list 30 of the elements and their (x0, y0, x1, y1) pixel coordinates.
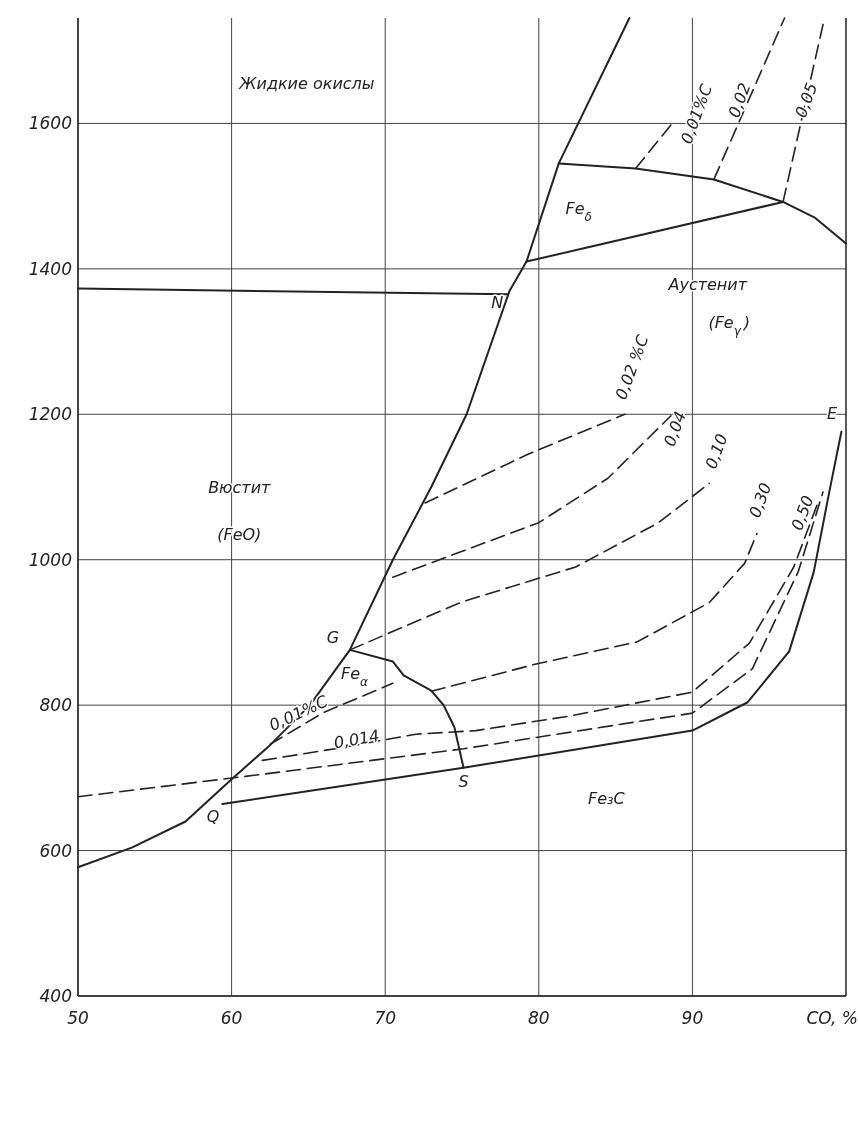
annotation: 0,10 (701, 431, 732, 472)
annotation: Fe₃C (588, 789, 626, 809)
y-tick-label: 1400 (28, 258, 72, 279)
x-tick-label: 80 (527, 1008, 550, 1028)
y-tick-label: 600 (39, 840, 72, 861)
annotation: Жидкие окислы (238, 74, 375, 94)
annotation: S (458, 771, 469, 791)
annotation: 0,02 %C (611, 331, 653, 402)
annotation: 0,04 (659, 408, 690, 449)
y-tick-label: 800 (39, 695, 72, 716)
annotation: Fe$_{α}$ (341, 664, 369, 690)
annotation: G (326, 627, 340, 647)
annotation: 0,50 (787, 492, 818, 533)
annotation: 0,30 (745, 480, 776, 521)
x-tick-label: 90 (681, 1008, 704, 1028)
annotation: 0,014 (332, 725, 381, 753)
annotation: 0,02 (724, 80, 755, 121)
annotation: (Fe$_{γ}$) (708, 313, 751, 339)
x-tick-label: 60 (220, 1008, 243, 1028)
annotation: Q (206, 806, 220, 826)
y-tick-label: 1200 (28, 404, 72, 425)
x-axis-title: CO, % (806, 1008, 858, 1028)
annotation: 0,05 (791, 80, 822, 121)
y-tick-label: 1600 (28, 113, 72, 134)
y-tick-label: 1000 (28, 549, 72, 570)
x-tick-label: 50 (67, 1008, 89, 1028)
annotation: N (491, 293, 504, 313)
y-tick-label: 400 (39, 986, 72, 1006)
annotation: Fe$_{δ}$ (565, 198, 592, 224)
x-tick-label: 70 (374, 1008, 397, 1028)
